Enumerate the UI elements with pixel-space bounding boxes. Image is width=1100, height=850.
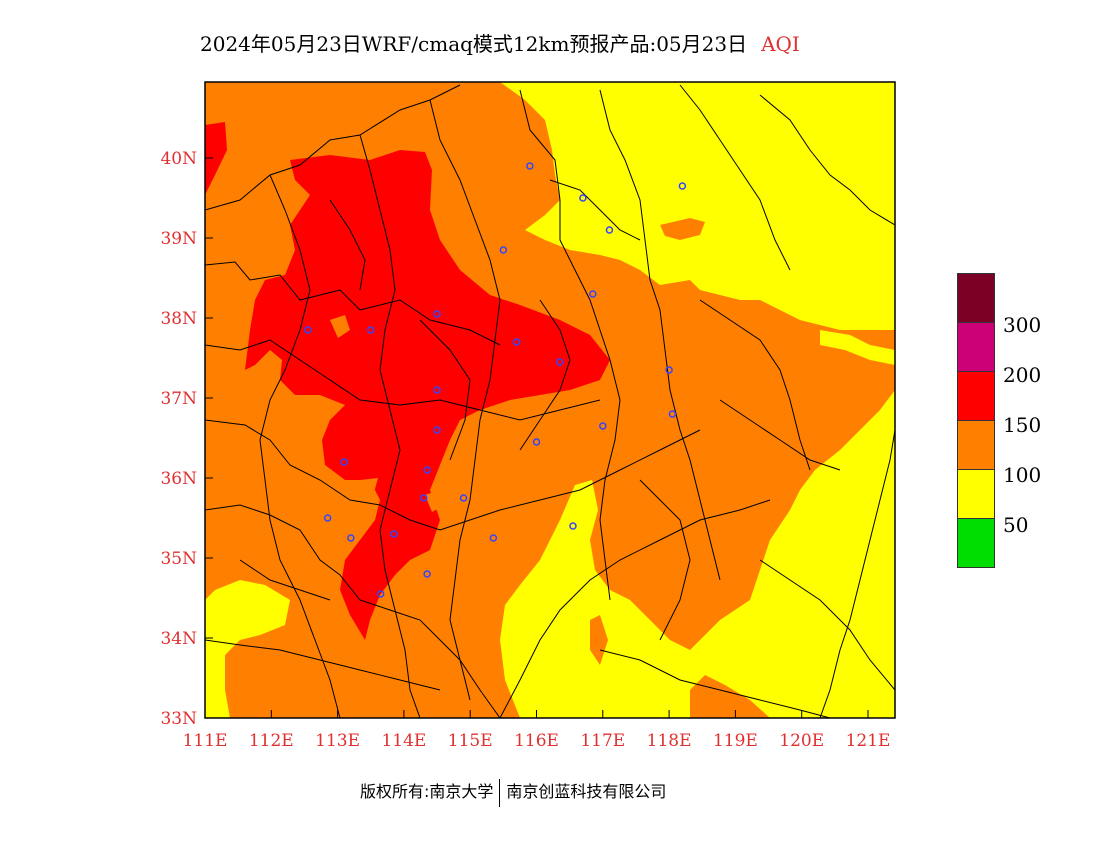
- lat-label-35N: 35N: [160, 549, 197, 569]
- lat-label-40N: 40N: [160, 149, 197, 169]
- copyright-footer: 版权所有:南京大学 南京创蓝科技有限公司: [360, 778, 666, 807]
- station-marker: [579, 194, 587, 202]
- legend-label-300: 300: [1003, 313, 1042, 337]
- aqi-band-50-100-north: [500, 82, 895, 330]
- lon-label-117E: 117E: [580, 731, 625, 751]
- lon-label-121E: 121E: [846, 731, 891, 751]
- aqi-band-50-100-sw: [205, 580, 290, 718]
- footer-divider: [499, 778, 501, 807]
- lon-label-118E: 118E: [647, 731, 692, 751]
- station-marker: [433, 386, 441, 394]
- station-marker: [390, 530, 398, 538]
- aqi-field: [205, 82, 895, 718]
- lon-label-112E: 112E: [249, 731, 294, 751]
- map-title: 2024年05月23日WRF/cmaq模式12km预报产品:05月23日 AQI: [200, 28, 920, 57]
- station-marker: [367, 326, 375, 334]
- station-marker: [668, 410, 677, 418]
- station-marker: [433, 310, 441, 318]
- lon-label-119E: 119E: [713, 731, 758, 751]
- lat-label-39N: 39N: [160, 229, 197, 249]
- station-marker: [569, 522, 577, 530]
- station-marker: [459, 494, 468, 502]
- station-markers: [304, 162, 687, 598]
- station-marker: [376, 590, 385, 598]
- station-marker: [340, 458, 348, 466]
- legend-label-200: 200: [1003, 363, 1042, 387]
- lon-label-115E: 115E: [448, 731, 493, 751]
- lat-label-33N: 33N: [160, 709, 197, 729]
- aqi-band-50-100-coast: [820, 330, 895, 365]
- lon-label-116E: 116E: [514, 731, 559, 751]
- admin-boundaries: [205, 84, 895, 718]
- aqi-patch-100-150-b: [690, 675, 770, 718]
- copyright-text: 版权所有:南京大学: [360, 782, 494, 801]
- lat-label-34N: 34N: [160, 629, 197, 649]
- legend-label-100: 100: [1003, 463, 1042, 487]
- station-marker: [555, 358, 564, 366]
- legend-swatch-100-150: [957, 420, 995, 470]
- aqi-band-150-200: [245, 150, 610, 640]
- station-marker: [665, 366, 673, 374]
- station-marker: [605, 226, 614, 234]
- title-text: 2024年05月23日WRF/cmaq模式12km预报产品:05月23日: [200, 32, 748, 56]
- map-frame: [204, 81, 896, 719]
- station-marker: [599, 422, 607, 430]
- station-marker: [323, 514, 332, 522]
- station-marker: [499, 246, 508, 254]
- company-text: 南京创蓝科技有限公司: [506, 782, 667, 801]
- legend-swatch-200-300: [957, 322, 995, 372]
- station-marker: [433, 426, 441, 434]
- station-marker: [532, 438, 541, 446]
- lon-label-113E: 113E: [315, 731, 360, 751]
- aqi-patch-100-150-a: [660, 218, 705, 240]
- aqi-patch-100-150-c: [590, 615, 608, 665]
- aqi-patch-100-150-inner-b: [425, 490, 445, 512]
- lon-label-120E: 120E: [779, 731, 824, 751]
- station-marker: [423, 570, 431, 578]
- legend-swatch-150-200: [957, 371, 995, 421]
- station-marker: [678, 182, 687, 190]
- legend-label-50: 50: [1003, 513, 1029, 537]
- station-marker: [489, 534, 498, 542]
- station-marker: [420, 494, 428, 502]
- aqi-label: AQI: [761, 32, 800, 56]
- legend-swatch-50-100: [957, 469, 995, 519]
- lat-label-38N: 38N: [160, 309, 197, 329]
- lat-label-36N: 36N: [160, 469, 197, 489]
- station-marker: [304, 326, 312, 334]
- lon-label-114E: 114E: [381, 731, 426, 751]
- lat-label-37N: 37N: [160, 389, 197, 409]
- aqi-legend: [957, 273, 995, 568]
- station-marker: [512, 338, 521, 346]
- station-marker: [526, 162, 534, 170]
- legend-swatch-300-plus: [957, 273, 995, 323]
- station-marker: [423, 466, 431, 474]
- station-marker: [589, 290, 597, 298]
- legend-label-150: 150: [1003, 413, 1042, 437]
- aqi-patch-100-150-inner-a: [330, 315, 350, 338]
- aqi-patch-150-200-west: [205, 122, 227, 195]
- station-marker: [347, 534, 355, 542]
- legend-swatch-0-50: [957, 518, 995, 568]
- lon-label-111E: 111E: [183, 731, 228, 751]
